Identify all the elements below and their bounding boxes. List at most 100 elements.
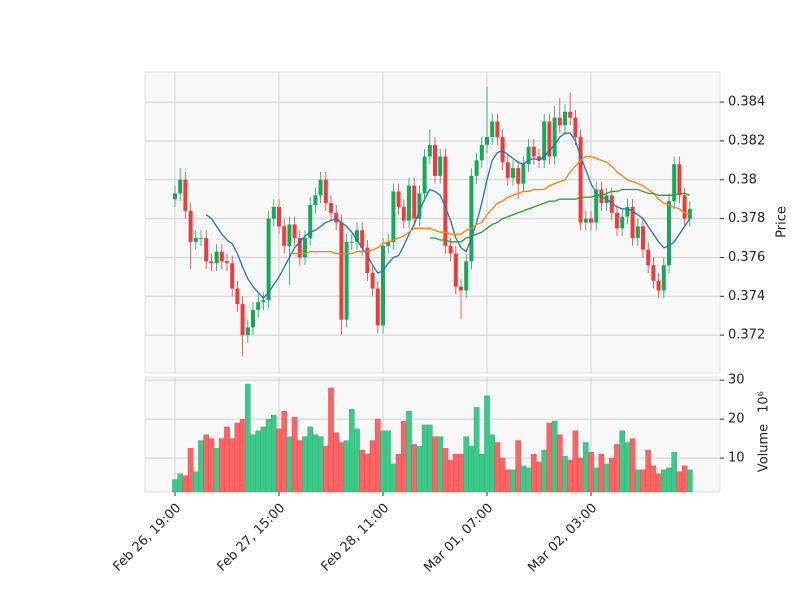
candle-body [557, 117, 562, 126]
x-tick-label: Feb 28, 11:00 [318, 501, 392, 575]
candle-body [266, 218, 271, 301]
volume-bar [411, 444, 418, 493]
y-tick-label: 0.374 [728, 289, 765, 304]
candle-body [651, 265, 656, 281]
candle-body [349, 241, 354, 243]
candle-body [599, 189, 604, 204]
volume-bar [234, 422, 241, 493]
volume-bar [447, 459, 454, 493]
candle-body [183, 179, 188, 211]
candle-body [672, 164, 677, 202]
candle-body [531, 146, 536, 157]
volume-bar [302, 436, 308, 493]
volume-bar [577, 457, 584, 493]
volume-bar [317, 436, 324, 493]
candle-body [500, 137, 505, 163]
volume-bar [369, 440, 376, 493]
y-tick-label: 0.376 [728, 250, 765, 265]
candle-body [438, 156, 443, 176]
volume-bar [666, 467, 672, 493]
y-tick-label: 0.372 [728, 328, 765, 343]
volume-bar [520, 465, 527, 493]
candle-body [214, 251, 219, 264]
volume-bar [473, 407, 480, 493]
candle-body [615, 212, 619, 229]
candle-body [188, 210, 193, 242]
candle-body [193, 238, 198, 242]
volume-bar [343, 440, 350, 493]
volume-bar [416, 446, 423, 493]
volume-bar [536, 461, 542, 493]
candle-body [209, 261, 214, 264]
volume-bar [661, 469, 667, 493]
candle-body [578, 137, 583, 223]
candle-body [178, 179, 183, 194]
y-tick-label: 0.382 [728, 133, 765, 148]
candle-body [490, 121, 495, 138]
candle-body [583, 218, 588, 223]
candle-body [641, 226, 645, 250]
moving-average-line [289, 155, 691, 255]
volume-bar [551, 420, 558, 493]
volume-bar [494, 442, 501, 493]
volume-bar [328, 387, 334, 493]
volume-bar [255, 430, 262, 493]
volume-bar [359, 450, 366, 493]
candle-body [594, 189, 599, 223]
candle-body [401, 206, 406, 221]
volume-bar [635, 469, 641, 493]
y-tick-label: 0.378 [728, 211, 765, 226]
candle-body [547, 121, 552, 157]
candle-body [459, 286, 463, 291]
candle-body [448, 245, 453, 254]
candle-body [173, 193, 177, 200]
volume-bar [354, 428, 360, 493]
candle-body [313, 195, 318, 206]
volume-tick-label: 10 [728, 451, 745, 466]
candle-body [375, 288, 380, 326]
candle-body [370, 272, 375, 289]
candle-body [537, 156, 541, 161]
candle-body [625, 206, 630, 217]
candle-body [677, 164, 682, 196]
candle-body [219, 251, 224, 262]
volume-axis-label: Volume [757, 424, 772, 472]
volume-bar [203, 434, 210, 493]
candle-body [355, 230, 359, 242]
candle-body [427, 144, 432, 157]
volume-bar [588, 452, 594, 493]
volume-bar [307, 426, 314, 493]
candle-body [656, 280, 661, 291]
volume-bar [531, 453, 537, 493]
x-tick-label: Mar 02, 03:00 [525, 501, 600, 576]
volume-bar [192, 471, 199, 493]
candle-body [589, 218, 593, 223]
y-tick-label: 0.38 [728, 172, 757, 187]
candle-body [292, 224, 297, 239]
volume-bar [281, 411, 288, 493]
candle-body [646, 249, 651, 266]
volume-bar [250, 434, 256, 493]
volume-bar [375, 418, 381, 493]
candle-body [323, 179, 328, 204]
candle-body [568, 111, 573, 118]
candle-body [386, 241, 391, 246]
volume-bar [421, 424, 428, 493]
volume-bar [619, 430, 625, 493]
candle-body [256, 302, 261, 310]
candle-body [687, 208, 692, 219]
volume-bar [406, 411, 412, 493]
candle-body [563, 111, 567, 126]
candle-body [360, 230, 365, 248]
volume-bar [239, 418, 246, 493]
candle-body [251, 309, 255, 328]
candle-body [297, 238, 302, 258]
candle-body [620, 216, 625, 229]
candle-body [271, 206, 276, 219]
volume-bar [479, 453, 485, 493]
volume-bar [224, 426, 230, 493]
candle-body [407, 185, 411, 221]
candle-body [417, 193, 422, 219]
candle-body [433, 144, 437, 176]
volume-bar [213, 448, 220, 493]
